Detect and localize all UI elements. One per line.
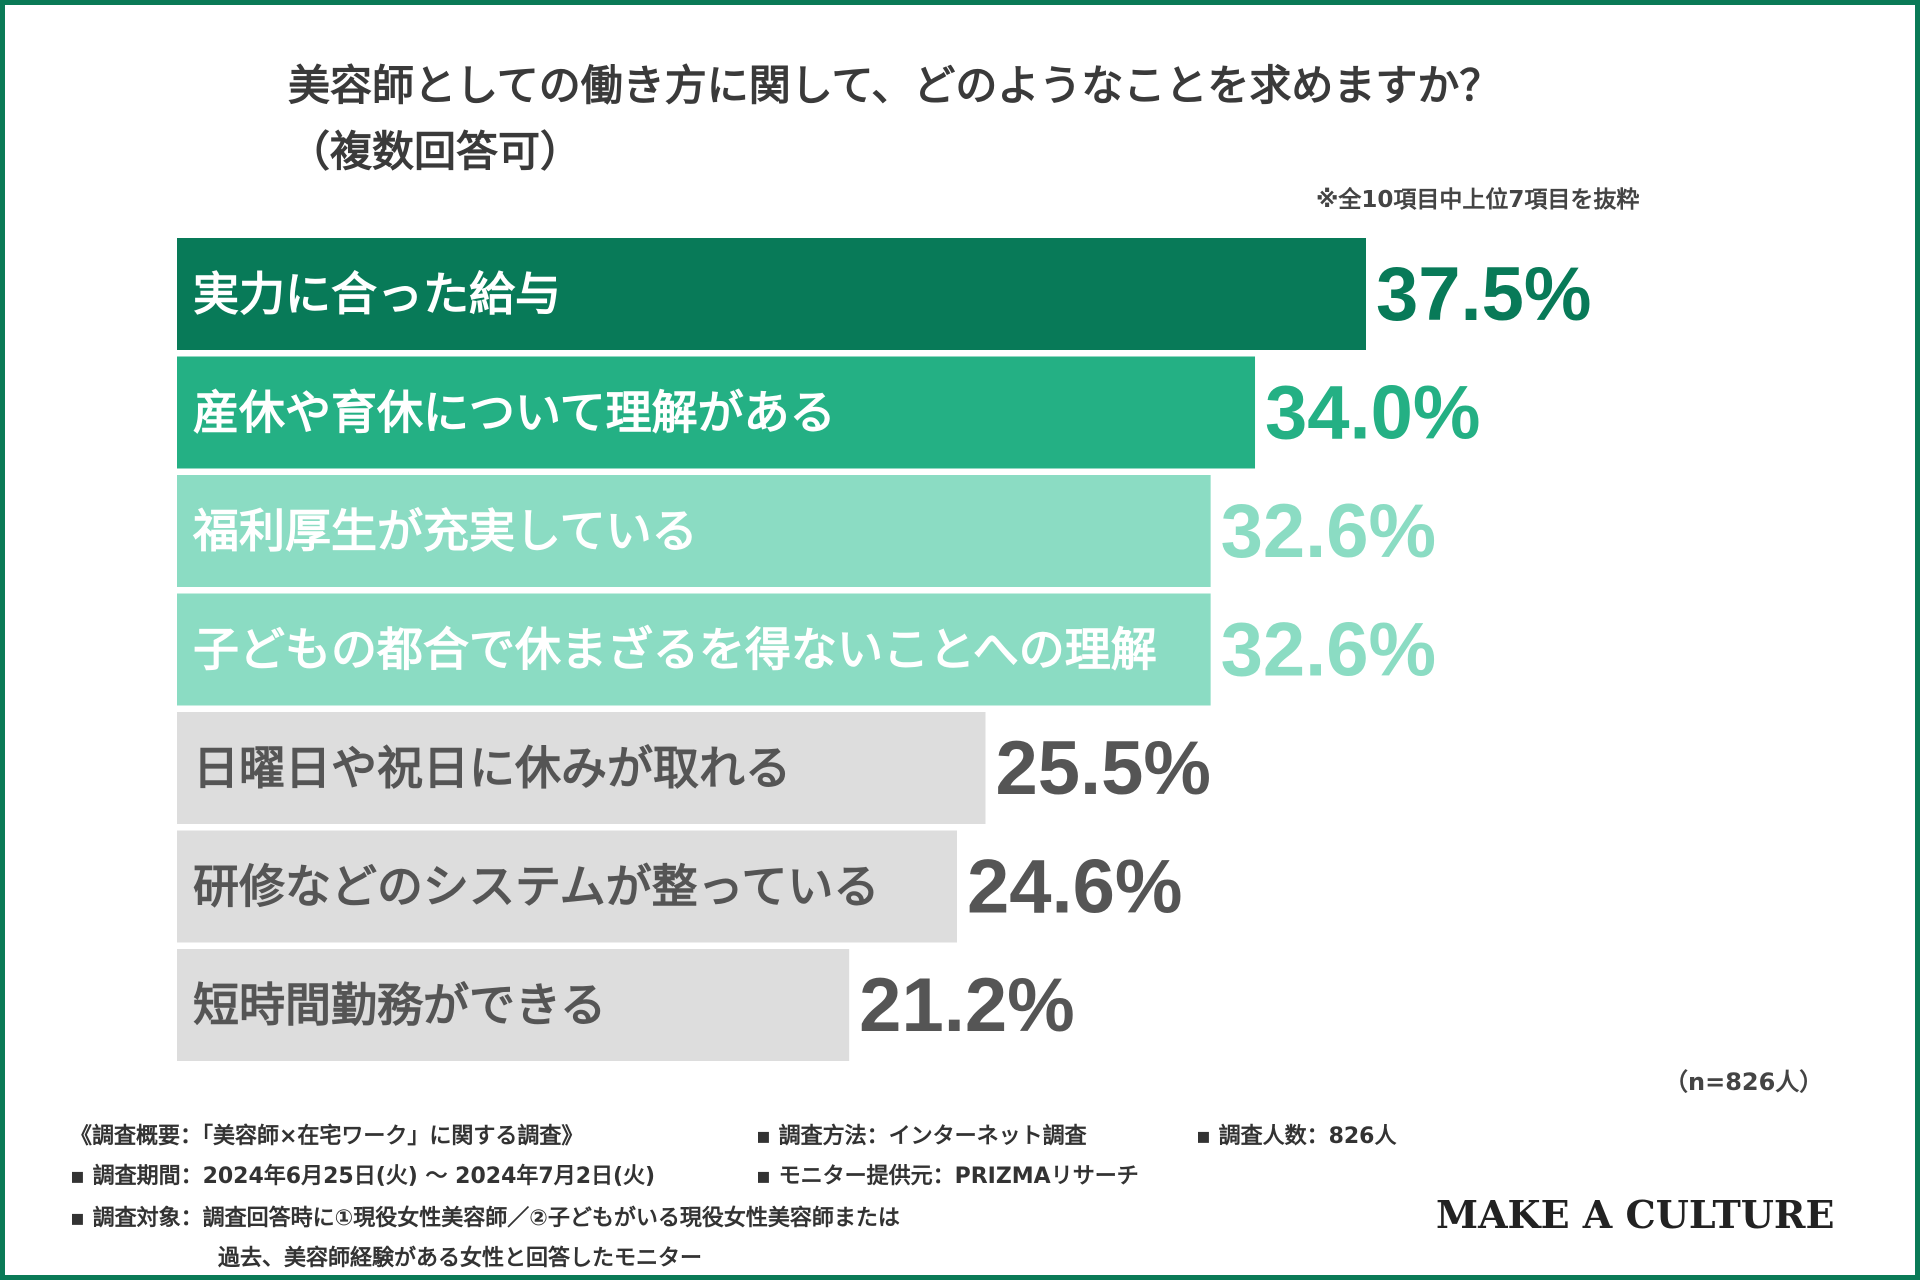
category-label-2: 産休や育休について理解がある [193,386,836,440]
category-label-3: 福利厚生が充実している [192,504,698,558]
footer-period: ▪ 調査期間：2024年6月25日(火) 〜 2024年7月2日(火) [70,1164,656,1189]
bar-3 [177,475,1211,587]
bar-5 [177,712,986,824]
footer-summary: 《調査概要：「美容師×在宅ワーク」に関する調査》 [70,1124,584,1149]
value-label-4: 32.6% [1221,608,1437,693]
value-label-5: 25.5% [996,726,1212,811]
footer-target-line2: 過去、美容師経験がある女性と回答したモニター [218,1246,703,1271]
sample-size-label: （n=826人） [1664,1068,1824,1096]
category-label-4: 子どもの都合で休まざるを得ないことへの理解 [193,623,1157,677]
bar-4 [177,593,1211,706]
category-label-5: 日曜日や祝日に休みが取れる [193,741,791,795]
bar-1 [177,238,1366,350]
bar-7 [177,949,850,1061]
brand-logo-text: MAKE A CULTURE [1436,1192,1835,1237]
bar-6 [177,830,957,943]
value-label-7: 21.2% [859,963,1075,1048]
footer-provider: ▪ モニター提供元：PRIZMAリサーチ [756,1164,1139,1189]
value-label-1: 37.5% [1376,252,1592,337]
value-label-6: 24.6% [967,845,1183,930]
excerpt-note: ※全10項目中上位7項目を抜粋 [1316,187,1640,213]
footer-method: ▪ 調査方法：インターネット調査 [756,1124,1087,1149]
category-label-7: 短時間勤務ができる [193,978,606,1032]
category-label-1: 実力に合った給与 [193,267,561,321]
value-label-3: 32.6% [1221,489,1437,574]
category-labels-layer: 実力に合った給与産休や育休について理解がある福利厚生が充実している子どもの都合で… [192,267,1157,1032]
chart-title: 美容師としての働き方に関して、どのようなことを求めますか？ [288,61,1502,110]
bars-layer [177,238,1366,1061]
footer-target-line1: ▪ 調査対象：調査回答時に①現役女性美容師／②子どもがいる現役女性美容師または [70,1206,900,1231]
value-label-2: 34.0% [1265,371,1481,456]
value-labels-layer: 37.5%34.0%32.6%32.6%25.5%24.6%21.2% [859,252,1591,1048]
footer-respondents: ▪ 調査人数：826人 [1196,1124,1397,1149]
chart-subtitle: （複数回答可） [288,127,583,176]
category-label-6: 研修などのシステムが整っている [193,860,879,914]
bar-chart: 実力に合った給与産休や育休について理解がある福利厚生が充実している子どもの都合で… [177,238,1592,1061]
bar-2 [177,356,1256,469]
